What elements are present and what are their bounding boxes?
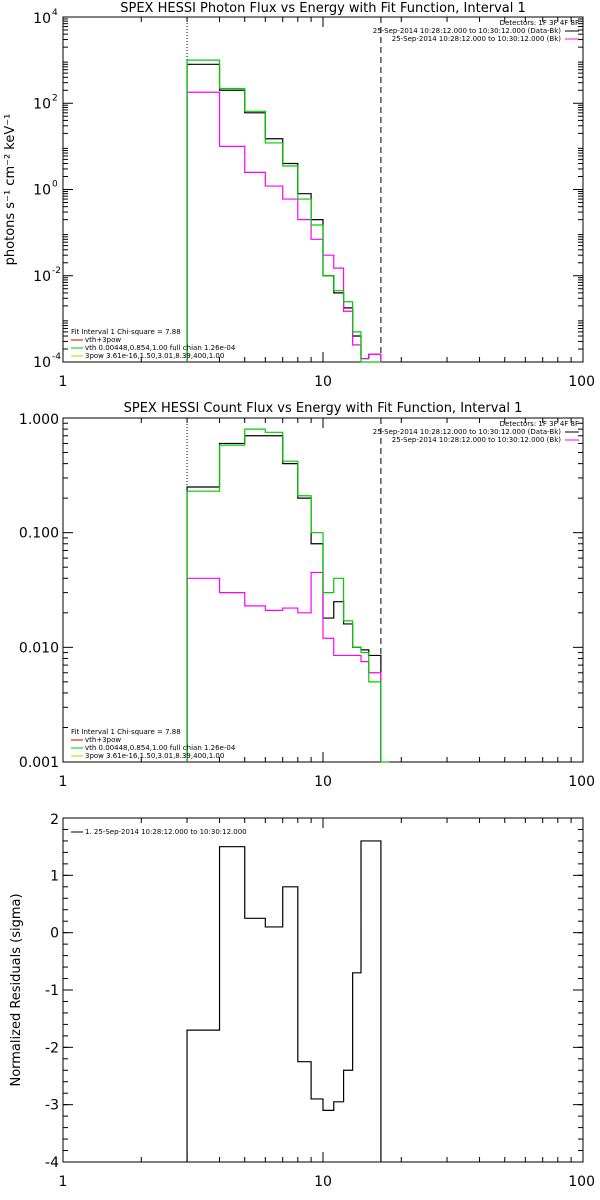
y-axis-label: Normalized Residuals (sigma) bbox=[9, 893, 24, 1086]
series-0-step-line bbox=[186, 63, 382, 362]
y-tick-label: 10 bbox=[33, 11, 51, 27]
y-axis-label: photons s⁻¹ cm⁻² keV⁻¹ bbox=[3, 114, 18, 266]
x-tick-label: 100 bbox=[568, 1174, 595, 1190]
series-1-step-line bbox=[186, 571, 382, 762]
residuals-panel: Normalized Residuals (sigma)1 10 100-4-3-2… bbox=[9, 812, 595, 1190]
y-tick-exponent: -2 bbox=[52, 266, 61, 276]
y-tick-label: 0.001 bbox=[19, 755, 59, 771]
legend-entry-text: 25-Sep-2014 10:28:12.000 to 10:30:12.000… bbox=[392, 436, 562, 444]
y-tick-label: 10 bbox=[33, 269, 51, 285]
y-tick-label: 1 bbox=[50, 868, 59, 884]
x-tick-label: 1 bbox=[59, 374, 68, 390]
y-tick-label: 0 bbox=[50, 926, 59, 942]
x-tick-label: 10 bbox=[314, 1174, 332, 1190]
legend-entry-text: 1. 25-Sep-2014 10:28:12.000 to 10:30:12.… bbox=[85, 828, 247, 836]
legend-header: Detectors: 1F 3F 4F 8F bbox=[500, 420, 579, 428]
fit-legend-entry-text: 3pow 3.61e-16,1.50,3.01,8.39,400,1.00 bbox=[85, 352, 224, 360]
legend-entry-text: 25-Sep-2014 10:28:12.000 to 10:30:12.000… bbox=[373, 27, 562, 35]
fit-legend-entry-text: vth 0.00448,0.854,1.00 full chian 1.26e-… bbox=[85, 744, 236, 752]
y-tick-label: 0.010 bbox=[19, 640, 59, 656]
fit-legend-entry-text: vth+3pow bbox=[85, 336, 121, 344]
y-tick-exponent: 2 bbox=[52, 93, 58, 103]
x-tick-label: 10 bbox=[314, 774, 332, 790]
y-tick-label: 10 bbox=[33, 355, 51, 371]
fit-legend-entry-text: vth 0.00448,0.854,1.00 full chian 1.26e-… bbox=[85, 344, 236, 352]
y-tick-label: -1 bbox=[45, 983, 59, 999]
y-tick-label: -4 bbox=[45, 1155, 59, 1171]
y-tick-label: 1.000 bbox=[19, 412, 59, 428]
y-tick-label: 10 bbox=[33, 96, 51, 112]
y-tick-label: 2 bbox=[50, 812, 59, 828]
series-2-step-line bbox=[186, 428, 390, 763]
chart-title: SPEX HESSI Count Flux vs Energy with Fit… bbox=[124, 401, 523, 416]
y-tick-exponent: -4 bbox=[52, 352, 61, 362]
x-tick-label: 1 bbox=[59, 774, 68, 790]
y-tick-label: 10 bbox=[33, 183, 51, 199]
y-tick-label: -2 bbox=[45, 1040, 59, 1056]
x-tick-label: 100 bbox=[568, 374, 595, 390]
x-tick-label: 1 bbox=[59, 1174, 68, 1190]
count-flux-panel: SPEX HESSI Count Flux vs Energy with Fit… bbox=[19, 401, 595, 790]
fit-legend-entry-text: vth+3pow bbox=[85, 736, 121, 744]
fit-legend-header: Fit Interval 1 Chi-square = 7.88 bbox=[71, 328, 181, 336]
x-tick-label: 100 bbox=[568, 774, 595, 790]
series-2-step-line bbox=[186, 59, 381, 363]
fit-legend-header: Fit Interval 1 Chi-square = 7.88 bbox=[71, 728, 181, 736]
legend-entry-text: 25-Sep-2014 10:28:12.000 to 10:30:12.000… bbox=[392, 35, 562, 43]
legend-entry-text: 25-Sep-2014 10:28:12.000 to 10:30:12.000… bbox=[373, 428, 562, 436]
series-1-step-line bbox=[186, 91, 382, 362]
series-0-step-line bbox=[186, 435, 382, 762]
y-tick-label: -3 bbox=[45, 1098, 59, 1114]
x-tick-label: 10 bbox=[314, 374, 332, 390]
y-tick-exponent: 4 bbox=[52, 8, 58, 18]
y-tick-exponent: 0 bbox=[52, 180, 58, 190]
series-0-step-line bbox=[186, 840, 382, 1162]
chart-title: SPEX HESSI Photon Flux vs Energy with Fi… bbox=[120, 1, 526, 16]
fit-legend-entry-text: 3pow 3.61e-16,1.50,3.01,8.39,400,1.00 bbox=[85, 752, 224, 760]
legend-header: Detectors: 1F 3F 4F 8F bbox=[500, 19, 579, 27]
y-tick-label: 0.100 bbox=[19, 526, 59, 542]
photon-flux-panel: SPEX HESSI Photon Flux vs Energy with Fi… bbox=[3, 1, 595, 390]
plot-frame bbox=[62, 16, 584, 363]
